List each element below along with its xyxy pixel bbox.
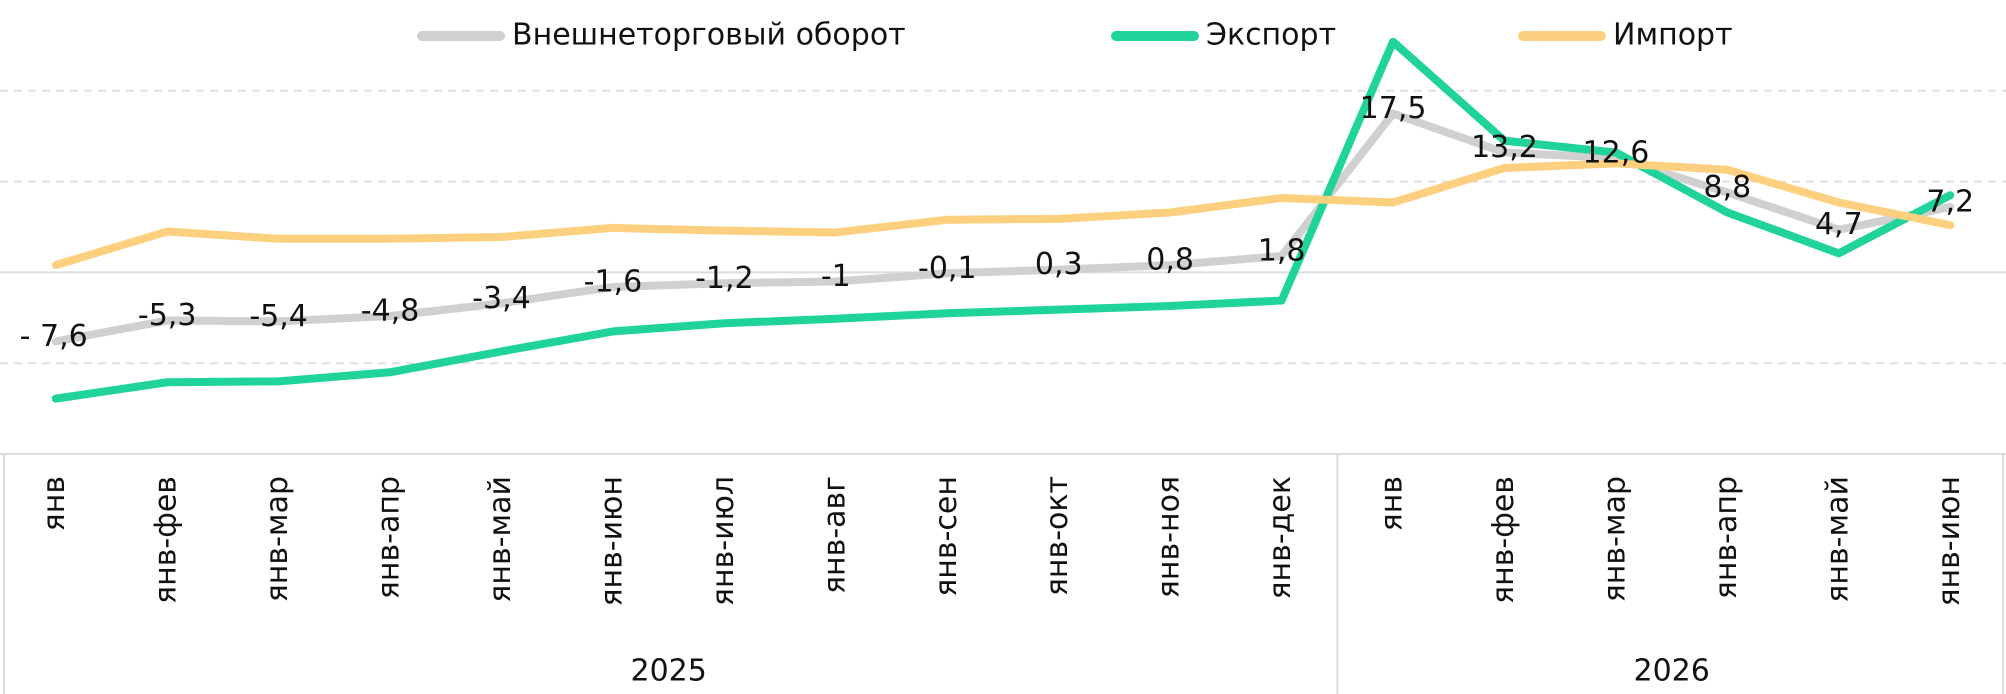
data-label: 0,3	[1035, 247, 1083, 282]
x-tick-label: янв-апр	[1709, 476, 1744, 599]
x-tick-label: янв-ноя	[1152, 476, 1187, 598]
data-label: -3,4	[472, 281, 531, 316]
group-label: 2025	[630, 654, 706, 689]
legend-label: Внешнеторговый оборот	[512, 18, 906, 53]
x-tick-label: янв-май	[1820, 476, 1855, 603]
x-tick-label: янв-авг	[817, 476, 852, 594]
data-label: 13,2	[1471, 130, 1538, 165]
data-label: -0,1	[918, 251, 977, 286]
x-tick-label: янв-июл	[706, 476, 741, 606]
group-label: 2026	[1633, 654, 1709, 689]
x-tick-label: янв-апр	[372, 476, 407, 599]
data-label: - 7,6	[20, 319, 88, 354]
data-label: 7,2	[1926, 185, 1974, 220]
x-tick-label: янв-мар	[260, 476, 295, 602]
x-tick-label: янв-сен	[929, 476, 964, 597]
data-label: -1	[821, 259, 851, 294]
series-line	[51, 159, 1955, 270]
data-label: 8,8	[1704, 170, 1752, 205]
data-label: -5,3	[138, 298, 197, 333]
series-line	[51, 109, 1955, 346]
x-tick-label: янв-мар	[1597, 476, 1632, 602]
data-label: -4,8	[361, 293, 420, 328]
x-tick-label: янв-фев	[149, 476, 184, 604]
x-tick-label: янв-окт	[1040, 476, 1075, 596]
data-label: -1,6	[584, 264, 643, 299]
x-tick-label: янв-май	[483, 476, 518, 603]
legend-label: Импорт	[1613, 18, 1733, 53]
data-label: -1,2	[695, 261, 754, 296]
x-tick-label: янв-июн	[594, 476, 629, 607]
data-label: -5,4	[249, 299, 308, 334]
legend-label: Экспорт	[1206, 18, 1336, 53]
x-tick-label: янв-фев	[1486, 476, 1521, 604]
data-label: 0,8	[1146, 243, 1194, 278]
data-label: 4,7	[1815, 207, 1863, 242]
x-tick-label: янв-дек	[1263, 476, 1298, 600]
x-tick-label: янв	[37, 476, 72, 531]
data-label: 1,8	[1258, 234, 1306, 269]
data-label: 17,5	[1360, 91, 1427, 126]
data-label: 12,6	[1583, 135, 1650, 170]
x-tick-label: янв	[1375, 476, 1410, 531]
x-tick-label: янв-июн	[1932, 476, 1967, 607]
